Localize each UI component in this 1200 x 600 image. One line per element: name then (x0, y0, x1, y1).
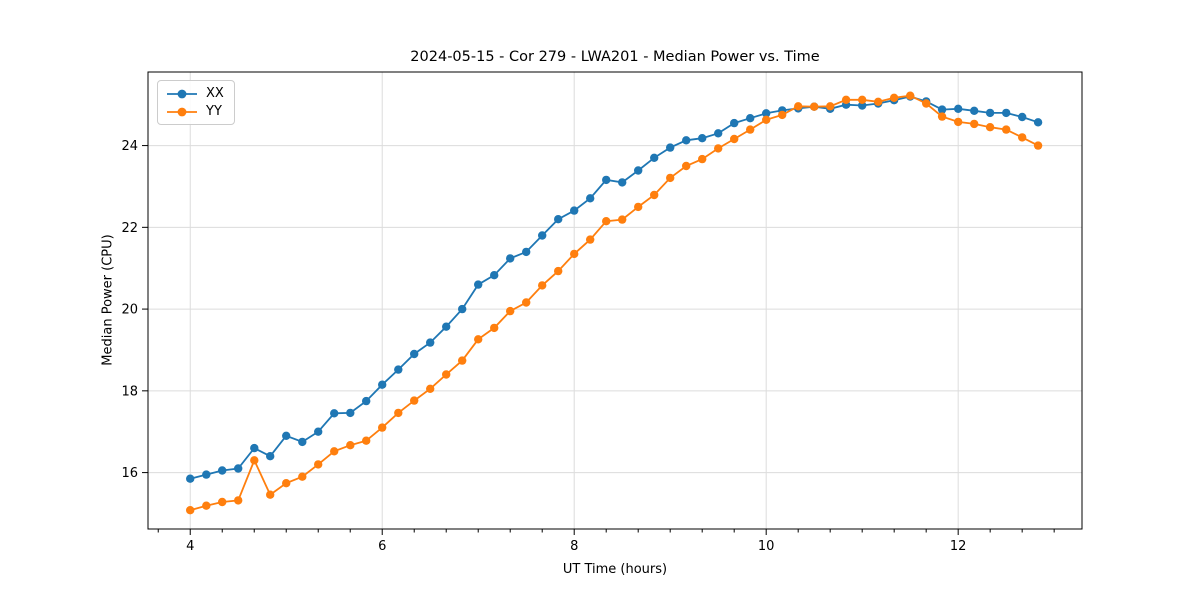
legend-label-xx: XX (206, 86, 224, 101)
gridlines (148, 72, 1082, 529)
y-axis-label: Median Power (CPU) (100, 234, 116, 366)
legend-entry-yy: YY (166, 104, 224, 119)
svg-text:16: 16 (121, 466, 138, 481)
x-tick-labels: 4 6 8 10 12 (186, 529, 966, 554)
svg-text:24: 24 (121, 139, 138, 154)
legend-entry-xx: XX (166, 86, 224, 101)
y-tick-labels: 16 18 20 22 24 (121, 139, 148, 481)
svg-text:8: 8 (570, 539, 578, 554)
svg-text:18: 18 (121, 384, 138, 399)
x-axis-label: UT Time (hours) (562, 562, 668, 577)
svg-text:20: 20 (121, 303, 138, 318)
series-markers-yy (186, 91, 1043, 515)
svg-text:10: 10 (758, 539, 775, 554)
svg-text:6: 6 (378, 539, 386, 554)
svg-text:12: 12 (950, 539, 967, 554)
svg-text:22: 22 (121, 221, 138, 236)
yy-series-marker-icon (167, 107, 197, 116)
legend-label-yy: YY (206, 104, 222, 119)
x-minor-ticks (157, 529, 1055, 533)
chart-title: 2024-05-15 - Cor 279 - LWA201 - Median P… (410, 49, 820, 65)
xx-series-marker-icon (167, 89, 197, 98)
series-markers-xx (186, 92, 1043, 483)
series-line-xx (189, 95, 1039, 480)
series-lines (186, 91, 1043, 515)
svg-text:4: 4 (186, 539, 194, 554)
plot-frame (147, 71, 1083, 530)
legend: XX YY (157, 80, 235, 125)
series-line-yy (189, 94, 1039, 512)
